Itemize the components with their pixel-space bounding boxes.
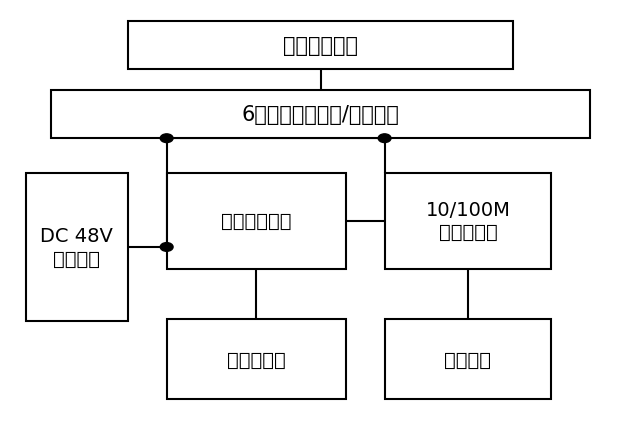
- Circle shape: [160, 135, 173, 143]
- Circle shape: [378, 135, 391, 143]
- Bar: [167, 174, 346, 269]
- Bar: [385, 319, 551, 399]
- Bar: [385, 174, 551, 269]
- Text: 6路总线接口电路/调制解调: 6路总线接口电路/调制解调: [242, 105, 399, 125]
- Text: 10/100M
以太网接口: 10/100M 以太网接口: [426, 201, 510, 242]
- Bar: [128, 22, 513, 69]
- Text: 光纤接口: 光纤接口: [444, 350, 492, 368]
- Text: DC 48V
电源输入: DC 48V 电源输入: [40, 227, 113, 268]
- Text: 数据存储器: 数据存储器: [227, 350, 286, 368]
- Circle shape: [160, 243, 173, 252]
- Bar: [167, 319, 346, 399]
- Bar: [26, 174, 128, 321]
- Bar: [51, 91, 590, 139]
- Text: 浪涌防护电路: 浪涌防护电路: [283, 36, 358, 56]
- Text: 嵌入式处理器: 嵌入式处理器: [221, 212, 292, 231]
